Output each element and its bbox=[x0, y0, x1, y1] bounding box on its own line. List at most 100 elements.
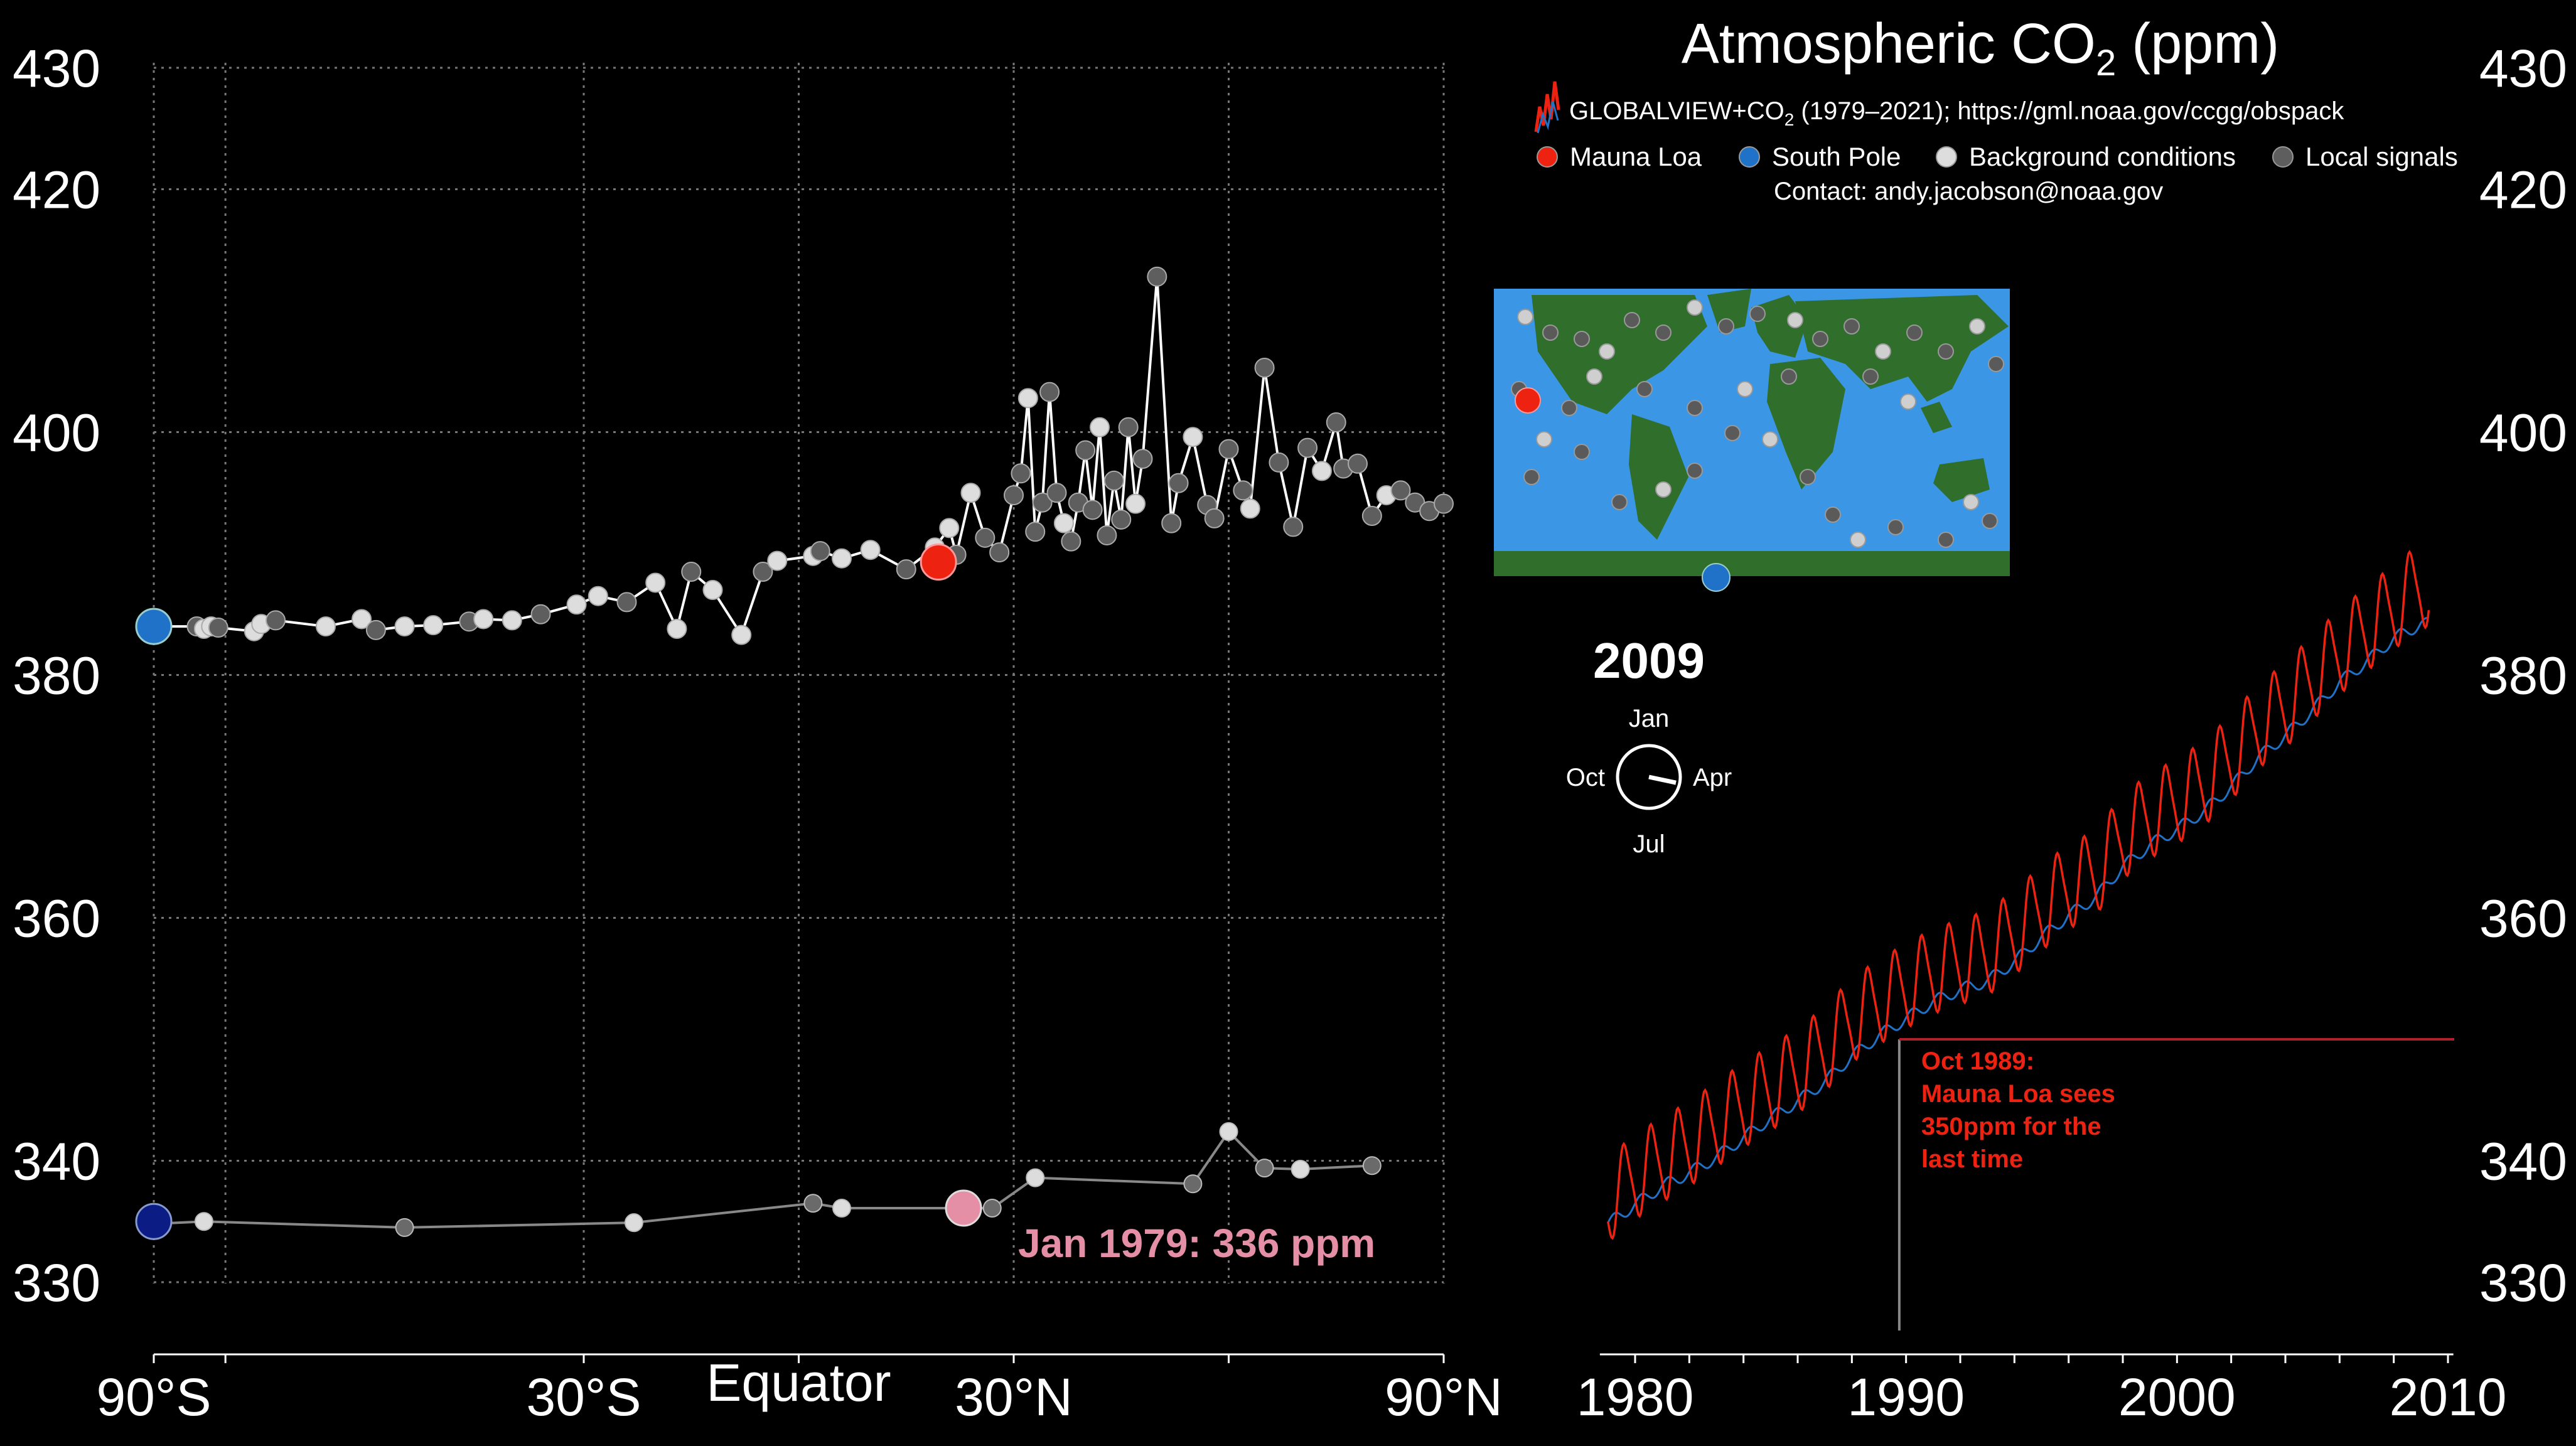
point-2009 bbox=[975, 527, 996, 548]
point-2009 bbox=[1390, 480, 1411, 501]
map-station bbox=[1517, 309, 1533, 325]
y-tick-label-right: 340 bbox=[2479, 1132, 2567, 1191]
point-2009 bbox=[423, 615, 444, 636]
point-2009 bbox=[896, 559, 916, 580]
chart-title: Atmospheric CO2 (ppm) bbox=[1682, 13, 2280, 83]
point-2009 bbox=[1297, 437, 1318, 458]
map-station bbox=[1982, 513, 1998, 529]
map-antarctica bbox=[1494, 557, 2010, 576]
legend-marker bbox=[1537, 146, 1558, 168]
map-station bbox=[1862, 368, 1879, 385]
annotation-1989-line: 350ppm for the bbox=[1921, 1113, 2101, 1140]
y-tick-label-left: 380 bbox=[13, 646, 100, 705]
y-tick-label-left: 330 bbox=[13, 1253, 100, 1312]
y-tick-label-right: 430 bbox=[2479, 39, 2567, 98]
point-2009 bbox=[616, 592, 637, 613]
map-station bbox=[1938, 532, 1954, 548]
map-landmass bbox=[1707, 289, 1751, 333]
map-landmass bbox=[1933, 458, 1990, 502]
clock-month-label: Apr bbox=[1693, 764, 1732, 791]
map-station bbox=[1687, 299, 1703, 316]
point-2009 bbox=[316, 616, 336, 637]
map-station bbox=[1655, 324, 1672, 341]
point-1979 bbox=[1219, 1122, 1238, 1142]
point-2009 bbox=[1032, 492, 1053, 513]
point-2009 bbox=[1053, 513, 1074, 533]
source-line: GLOBALVIEW+CO2 (1979–2021); https://gml.… bbox=[1534, 81, 2344, 134]
latitude-series bbox=[135, 266, 1454, 1240]
point-1979 bbox=[832, 1198, 851, 1218]
point-2009 bbox=[208, 618, 228, 638]
time-tick-label: 2010 bbox=[2390, 1368, 2507, 1427]
latitude-tick-label: 90°S bbox=[96, 1368, 211, 1427]
time-tick-label: 1980 bbox=[1577, 1368, 1694, 1427]
point-2009 bbox=[1118, 417, 1139, 437]
legend-label: South Pole bbox=[1772, 142, 1901, 171]
map-station bbox=[1574, 444, 1590, 460]
legend-contact: Contact: andy.jacobson@noaa.gov bbox=[1774, 178, 2163, 205]
point-1979 bbox=[395, 1218, 414, 1237]
point-2009 bbox=[530, 604, 551, 624]
map-station bbox=[1561, 400, 1577, 416]
map-station bbox=[1523, 469, 1540, 485]
map-station bbox=[1611, 494, 1628, 510]
source-squiggle-icon bbox=[1534, 81, 1560, 132]
map-station bbox=[1724, 425, 1741, 441]
point-2009 bbox=[1204, 508, 1225, 528]
point-2009 bbox=[1348, 453, 1368, 474]
world-map bbox=[1494, 289, 2010, 592]
map-station bbox=[1850, 532, 1866, 548]
point-2009 bbox=[1326, 412, 1346, 433]
y-tick-label-left: 340 bbox=[13, 1132, 100, 1191]
point-2009 bbox=[753, 562, 773, 582]
point-2009 bbox=[1090, 417, 1110, 437]
map-station bbox=[1825, 506, 1841, 523]
point-2009 bbox=[1025, 522, 1046, 542]
map-landmass bbox=[1767, 358, 1845, 490]
season-clock: Jan Jul Apr Oct bbox=[1566, 705, 1732, 858]
map-station bbox=[1906, 324, 1923, 341]
point-1979 bbox=[1255, 1159, 1274, 1178]
map-landmass bbox=[1751, 295, 1808, 358]
point-2009 bbox=[502, 610, 522, 631]
map-station bbox=[1800, 469, 1816, 485]
time-x-axis: 1980 1990 2000 2010 bbox=[1577, 1353, 2507, 1427]
point-2009 bbox=[1111, 509, 1132, 530]
clock-month-label: Jul bbox=[1633, 830, 1665, 858]
map-station bbox=[1887, 519, 1904, 535]
map-mauna-loa bbox=[1515, 387, 1541, 414]
point-2009 bbox=[860, 540, 881, 560]
map-station bbox=[1749, 306, 1766, 322]
point-2009 bbox=[1103, 470, 1124, 491]
legend: Mauna Loa South Pole Background conditions… bbox=[1537, 142, 2458, 171]
clock-month-label: Jan bbox=[1629, 705, 1670, 732]
y-tick-label-left: 360 bbox=[13, 889, 100, 948]
point-2009 bbox=[1283, 517, 1304, 537]
point-2009 bbox=[1097, 525, 1117, 545]
point-2009 bbox=[1075, 440, 1096, 461]
point-2009 bbox=[1218, 439, 1239, 459]
point-2009 bbox=[394, 616, 415, 637]
map-station bbox=[1624, 312, 1640, 328]
point-2009 bbox=[1125, 493, 1146, 514]
south-pole-2009-marker bbox=[135, 608, 173, 645]
point-2009 bbox=[1039, 382, 1060, 402]
point-2009 bbox=[731, 624, 752, 645]
south-pole-1979-marker bbox=[135, 1202, 173, 1240]
point-2009 bbox=[832, 548, 852, 569]
point-1979 bbox=[194, 1212, 213, 1231]
point-2009 bbox=[1269, 452, 1289, 473]
map-station bbox=[1843, 318, 1860, 335]
point-2009 bbox=[1434, 493, 1454, 514]
map-station bbox=[1969, 318, 1985, 335]
clock-hand bbox=[1648, 774, 1677, 785]
y-tick-label-right: 420 bbox=[2479, 161, 2567, 220]
point-2009 bbox=[939, 518, 960, 538]
clock-month-label: Oct bbox=[1566, 764, 1605, 791]
point-1979 bbox=[1026, 1168, 1045, 1187]
latitude-tick-label: 30°S bbox=[526, 1368, 641, 1427]
point-2009 bbox=[1361, 506, 1382, 527]
point-2009 bbox=[702, 580, 723, 601]
map-landmass bbox=[1921, 402, 1952, 433]
clock-face bbox=[1616, 744, 1682, 810]
